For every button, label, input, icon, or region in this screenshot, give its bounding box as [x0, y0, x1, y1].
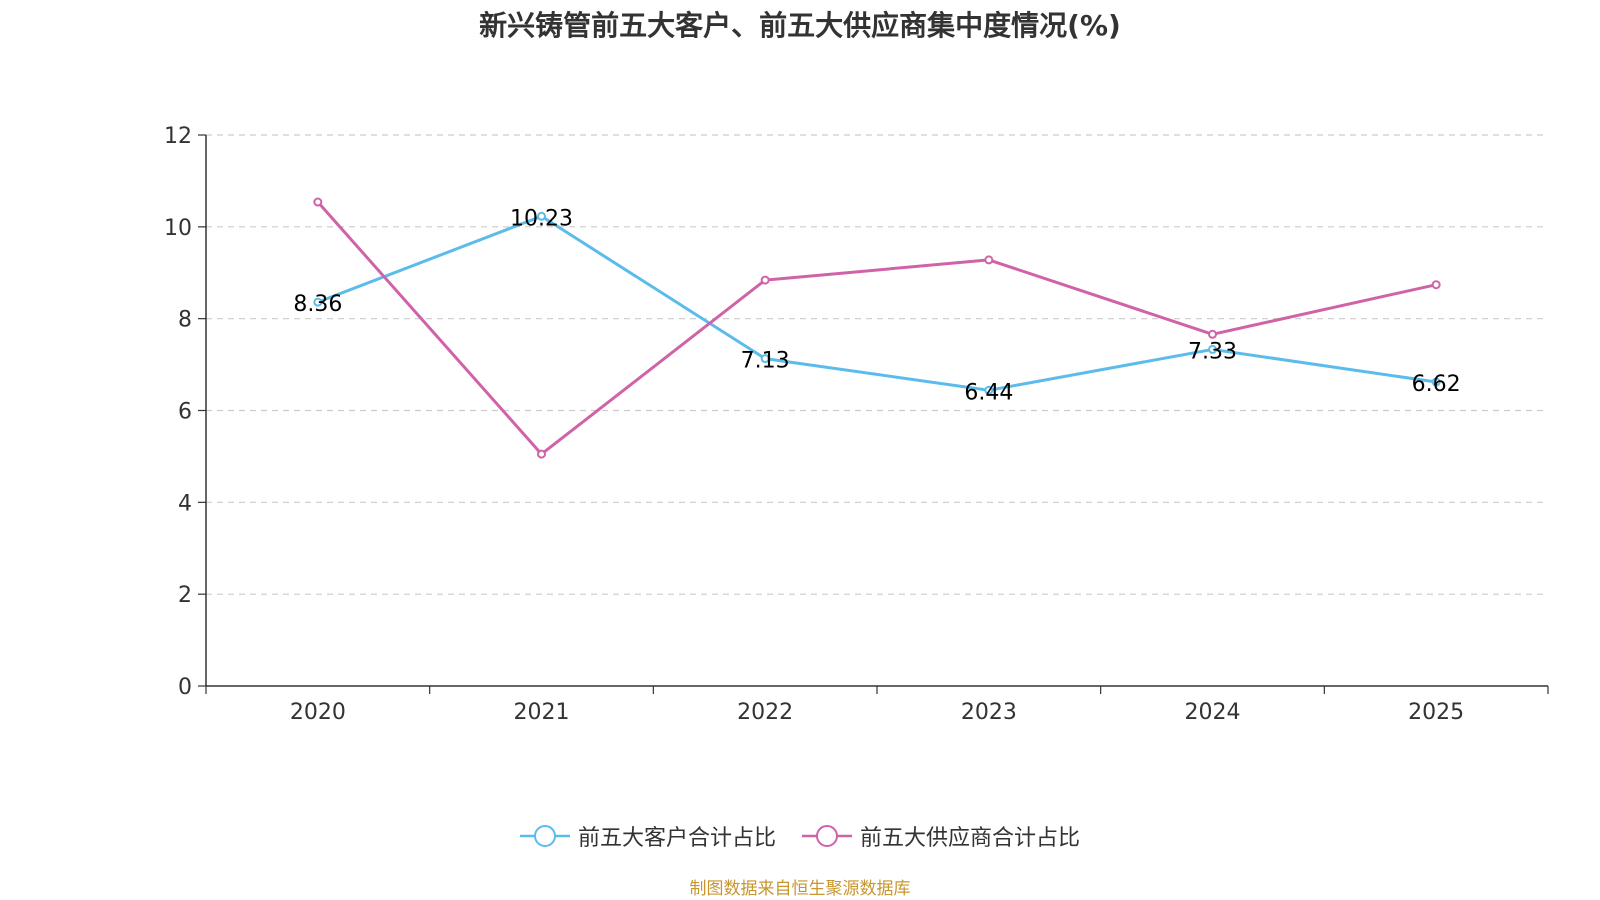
data-point-s0-5 — [1431, 377, 1441, 387]
data-point-s1-1 — [537, 449, 546, 459]
data-point-s1-2 — [760, 275, 770, 285]
series-line-1 — [316, 201, 1437, 456]
y-tick-label: 12 — [164, 124, 192, 149]
source-note: 制图数据来自恒生聚源数据库 — [689, 879, 911, 899]
legend-marker-customers — [519, 825, 570, 847]
series-lines — [313, 197, 1441, 459]
data-label-4: 7.33 — [1188, 339, 1237, 364]
y-tick-label: 6 — [178, 400, 192, 425]
data-point-s1-0 — [313, 197, 323, 207]
axes: 0 2 4 6 8 10 12 2020 2021 2022 2023 2024 2025 — [164, 124, 1549, 725]
x-tick-label-2021: 2021 — [514, 700, 570, 725]
legend-item-customers[interactable]: 前五大客户合计占比 — [519, 820, 776, 852]
data-label-1: 10.23 — [510, 206, 573, 231]
data-point-s1-5 — [1431, 280, 1441, 290]
x-tick-label-2024: 2024 — [1185, 700, 1241, 725]
data-label-5: 6.62 — [1412, 372, 1461, 397]
x-tick-label-2020: 2020 — [290, 700, 346, 725]
data-point-s0-2 — [760, 354, 770, 364]
data-point-s0-4 — [1208, 344, 1217, 354]
y-tick-label: 0 — [178, 675, 192, 700]
y-tick-label: 10 — [164, 216, 192, 241]
data-label-0: 8.36 — [293, 292, 342, 317]
grid-lines — [206, 134, 1548, 595]
legend: 前五大客户合计占比 前五大供应商合计占比 — [0, 820, 1600, 852]
x-tick-label-2023: 2023 — [961, 700, 1017, 725]
data-point-s0-1 — [537, 211, 546, 221]
y-tick-label: 8 — [178, 308, 192, 333]
x-tick-label-2025: 2025 — [1408, 700, 1464, 725]
data-label-3: 6.44 — [964, 380, 1013, 405]
data-point-s0-0 — [313, 297, 323, 307]
x-tick-label-2022: 2022 — [737, 700, 793, 725]
legend-marker-suppliers — [802, 825, 852, 847]
data-label-2: 7.13 — [741, 349, 790, 374]
data-labels: 8.36 10.23 7.13 6.44 7.33 6.62 — [293, 206, 1460, 405]
data-point-s1-3 — [984, 255, 994, 265]
data-point-s1-4 — [1208, 329, 1217, 339]
legend-item-suppliers[interactable]: 前五大供应商合计占比 — [802, 820, 1080, 852]
y-tick-label: 4 — [178, 491, 192, 516]
chart-title: 新兴铸管前五大客户、前五大供应商集中度情况(%) — [479, 9, 1121, 42]
legend-label-customers: 前五大客户合计占比 — [577, 826, 776, 851]
legend-label-suppliers: 前五大供应商合计占比 — [860, 826, 1081, 851]
data-point-s0-3 — [984, 385, 994, 395]
series-line-0 — [317, 214, 1437, 392]
y-tick-label: 2 — [178, 583, 192, 608]
